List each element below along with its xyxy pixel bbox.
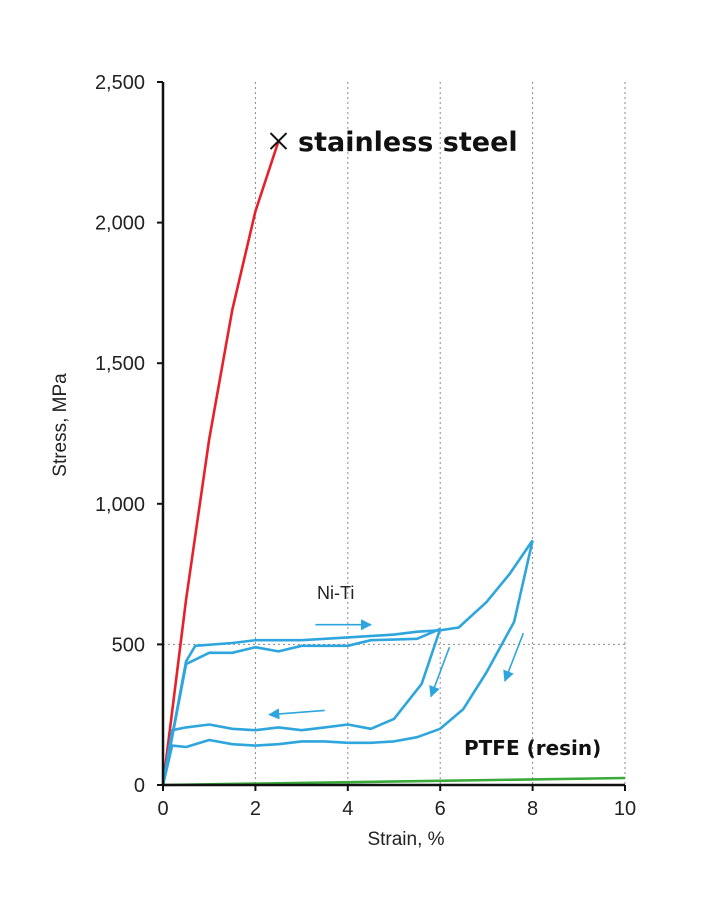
direction-arrow [503, 632, 525, 683]
ni-ti-line-2 [161, 540, 534, 786]
ni-ti-line-1 [161, 539, 534, 786]
stainless-steel-line [161, 140, 280, 786]
ni-ti-line-4 [161, 628, 442, 786]
y-tick-label: 2,500 [95, 72, 145, 94]
y-axis-title: Stress, MPa [50, 373, 71, 477]
x-tick-label: 10 [614, 798, 636, 820]
x-axis-title: Strain, % [367, 829, 444, 850]
direction-arrow [429, 646, 451, 698]
y-tick-label: 1,500 [95, 353, 145, 375]
x-tick-label: 0 [157, 798, 168, 820]
x-tick-label: 2 [250, 798, 261, 820]
y-tick-label: 0 [134, 775, 145, 797]
gridlines [163, 82, 626, 785]
series-layer [161, 132, 626, 787]
ptfe-label: PTFE (resin) [464, 736, 601, 760]
ni-ti-label: Ni-Ti [317, 583, 354, 603]
stainless-steel-label: stainless steel [298, 127, 518, 158]
x-tick-label: 6 [435, 798, 446, 820]
tick-labels: 0 500 1,000 1,500 2,000 2,500 0 2 4 6 8 10 [95, 72, 636, 820]
ni-ti-line-3 [161, 627, 441, 786]
x-tick-label: 4 [342, 798, 353, 820]
stainless-steel-fracture-marker [269, 132, 288, 150]
axes [161, 82, 625, 787]
y-tick-label: 500 [112, 634, 145, 656]
x-tick-label: 8 [527, 798, 538, 820]
direction-arrows [268, 619, 525, 720]
y-tick-label: 2,000 [95, 213, 145, 235]
y-tick-label: 1,000 [95, 494, 145, 516]
direction-arrow [268, 708, 325, 720]
